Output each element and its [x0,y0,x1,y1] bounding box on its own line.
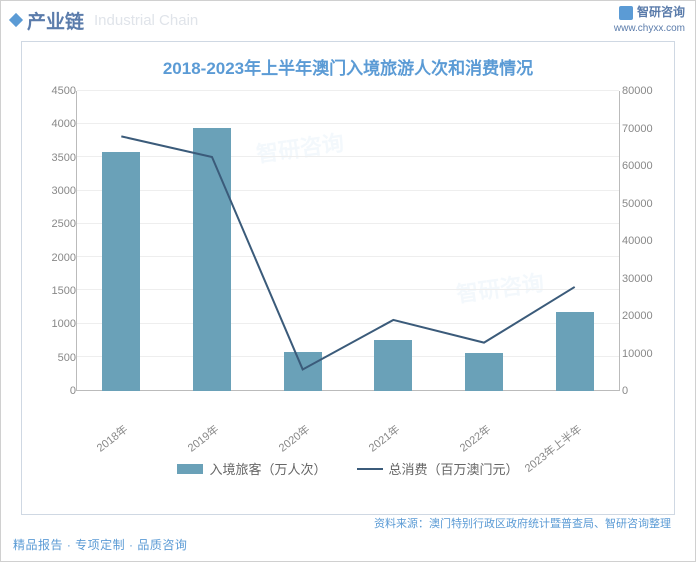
footer-text: 精品报告 · 专项定制 · 品质咨询 [13,536,187,553]
y-left-tick: 1000 [28,318,76,330]
diamond-icon [9,13,23,27]
y-left-tick: 1500 [28,285,76,297]
chart-title: 2018-2023年上半年澳门入境旅游人次和消费情况 [26,54,670,79]
x-tick: 2020年 [275,421,313,455]
y-left-tick: 2500 [28,218,76,230]
brand-block: 智研咨询 www.chyxx.com [614,6,685,34]
y-right-tick: 50000 [622,198,670,210]
y-right-tick: 60000 [622,160,670,172]
section-title: 产业链 [27,7,84,34]
y-left-tick: 500 [28,352,76,364]
y-axis-left: 050010001500200025003000350040004500 [28,91,76,391]
brand-name: 智研咨询 [637,6,685,19]
header-left: 产业链 Industrial Chain [11,7,198,34]
page-container: 产业链 Industrial Chain 智研咨询 www.chyxx.com … [0,0,696,562]
legend-item-bar: 入境旅客（万人次） [177,459,326,478]
x-tick: 2021年 [365,421,403,455]
plot-area: 智研咨询 智研咨询 050010001500200025003000350040… [76,91,620,421]
x-tick: 2022年 [456,421,494,455]
legend-bar-label: 入境旅客（万人次） [209,459,326,478]
y-left-tick: 4500 [28,85,76,97]
y-right-tick: 20000 [622,310,670,322]
legend-line-swatch [357,468,383,470]
legend-line-label: 总消费（百万澳门元） [389,459,519,478]
y-axis-right: 0100002000030000400005000060000700008000… [622,91,670,391]
legend-item-line: 总消费（百万澳门元） [357,459,519,478]
line-path [121,136,574,369]
y-right-tick: 70000 [622,123,670,135]
x-axis: 2018年2019年2020年2021年2022年2023年上半年 [76,391,620,421]
y-left-tick: 0 [28,385,76,397]
y-left-tick: 4000 [28,118,76,130]
source-text: 资料来源：澳门特别行政区政府统计暨普查局、智研咨询整理 [374,515,671,531]
legend: 入境旅客（万人次） 总消费（百万澳门元） [26,459,670,478]
x-tick: 2019年 [184,421,222,455]
section-title-en: Industrial Chain [94,12,198,29]
x-tick: 2018年 [93,421,131,455]
line-layer [76,91,620,421]
y-right-tick: 10000 [622,348,670,360]
y-left-tick: 2000 [28,252,76,264]
chart-panel: 2018-2023年上半年澳门入境旅游人次和消费情况 智研咨询 智研咨询 050… [21,41,675,515]
y-right-tick: 80000 [622,85,670,97]
y-right-tick: 0 [622,385,670,397]
brand-logo-icon [619,6,633,20]
y-left-tick: 3500 [28,152,76,164]
brand-url: www.chyxx.com [614,23,685,34]
header-bar: 产业链 Industrial Chain 智研咨询 www.chyxx.com [1,1,695,35]
y-left-tick: 3000 [28,185,76,197]
y-right-tick: 30000 [622,273,670,285]
legend-bar-swatch [177,464,203,474]
y-right-tick: 40000 [622,235,670,247]
